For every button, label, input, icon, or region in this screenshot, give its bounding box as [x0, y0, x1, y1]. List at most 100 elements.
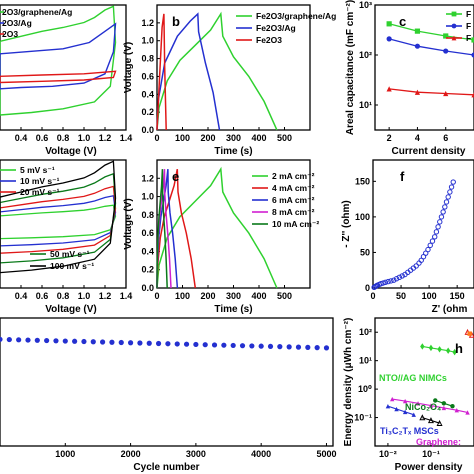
- x-tick-label-d: 0.4: [15, 291, 28, 301]
- nyquist-point-f: [385, 278, 391, 285]
- x-tick-label-f: 150: [450, 291, 465, 301]
- legend-entry-a: 2O3/Ag: [2, 18, 32, 28]
- ragone-point-h: [450, 403, 455, 409]
- x-axis-label-g: Cycle number: [133, 462, 199, 473]
- capacitance-point-c: [443, 90, 449, 97]
- cycle-point-g: [100, 339, 106, 345]
- y-tick-label-c: 10¹: [359, 100, 372, 110]
- y-axis-label-e: Voltage (V): [123, 198, 134, 249]
- x-tick-label-b: 200: [200, 133, 215, 143]
- legend-entry-b: Fe2O3/Ag: [256, 23, 296, 33]
- cycle-point-g: [127, 340, 134, 346]
- legend-entry-c: F: [466, 21, 471, 31]
- x-tick-label-h: 10⁻¹: [422, 449, 440, 459]
- nyquist-point-f: [396, 274, 403, 281]
- gcd-curve-b: [156, 13, 167, 131]
- nyquist-point-f: [447, 189, 453, 195]
- cycle-point-g: [109, 339, 115, 345]
- x-tick-label-e: 200: [200, 291, 215, 301]
- nyquist-point-f: [438, 214, 445, 220]
- y-tick-label-e: 0.8: [141, 210, 154, 220]
- capacitance-point-c: [471, 92, 474, 98]
- panel-f: 0 50 100 150 0 50 100 150 Z' (ohm - Z'' (ohm) f: [341, 159, 474, 315]
- panel-label-f: f: [400, 169, 405, 184]
- x-axis-label-c: Current density: [392, 146, 466, 157]
- y-tick-label-e: 0.0: [141, 283, 154, 293]
- panel-label-c: c: [399, 14, 406, 29]
- cycle-point-g: [44, 337, 50, 344]
- capacitance-line-c: [389, 88, 474, 96]
- x-axis-label-b: Time (s): [214, 146, 252, 157]
- x-tick-label-c: 4: [415, 133, 420, 143]
- cv-curve-a: [0, 22, 117, 90]
- y-tick-label-c: 10²: [359, 50, 372, 60]
- legend-entry-e: 6 mA cm⁻²: [272, 195, 315, 205]
- ragone-point-h: [415, 401, 421, 406]
- y-tick-label-e: 1.2: [141, 173, 154, 183]
- x-tick-label-b: 300: [226, 133, 241, 143]
- legend-entry-d: 100 mV s⁻¹: [50, 261, 94, 271]
- nyquist-point-f: [388, 278, 394, 284]
- cycle-point-g: [53, 338, 59, 344]
- x-tick-label-e: 300: [226, 291, 241, 301]
- y-tick-label-e: 1.0: [141, 192, 154, 202]
- cycle-point-g: [249, 343, 255, 349]
- cycle-point-g: [146, 340, 152, 346]
- cv-curve-d: [0, 172, 117, 264]
- x-tick-label-g: 5000: [316, 449, 336, 459]
- cycle-point-g: [221, 342, 227, 348]
- capacitance-point-c: [386, 21, 392, 27]
- nyquist-point-f: [382, 279, 389, 286]
- panel-e: 0 100 200 300 400 500 0.0 0.2 0.4 0.6 0.8 1.0 1.2 Tim…: [123, 159, 319, 315]
- x-tick-label-f: 100: [422, 291, 437, 301]
- ragone-point-h: [411, 412, 416, 417]
- ragone-point-h: [433, 398, 438, 403]
- cycle-point-g: [277, 344, 283, 350]
- axes-frame-g: [0, 317, 334, 447]
- nyquist-point-f: [427, 242, 433, 249]
- y-tick-label-e: 0.6: [141, 228, 154, 238]
- nyquist-point-f: [391, 277, 397, 283]
- x-tick-label-h: 10⁻²: [379, 449, 397, 459]
- legend-entry-c-marker: [451, 11, 457, 17]
- legend-entry-d: 50 mV s⁻¹: [50, 249, 90, 259]
- cycle-point-g: [165, 341, 171, 347]
- annotation-h: Graphene:: [416, 437, 461, 447]
- legend-entry-e: 10 mA cm⁻²: [272, 219, 319, 229]
- panel-label-h: h: [455, 341, 463, 356]
- x-tick-label-g: 1000: [55, 449, 75, 459]
- y-tick-label-b: 0.2: [141, 107, 154, 117]
- ragone-point-h: [452, 348, 457, 356]
- ragone-point-h: [441, 401, 447, 406]
- annotation-h: NiCo₂O₄: [405, 402, 441, 412]
- x-tick-label-d: 1.4: [120, 291, 133, 301]
- capacitance-point-c: [414, 43, 421, 49]
- cv-curve-d: [0, 195, 117, 247]
- y-tick-label-e: 0.2: [141, 265, 154, 275]
- x-tick-label-a: 0.8: [57, 133, 70, 143]
- x-tick-label-a: 0.4: [15, 133, 28, 143]
- legend-entry-e: 8 mA cm⁻²: [272, 207, 315, 217]
- legend-entry-b: Fe2O3/graphene/Ag: [256, 11, 336, 21]
- nyquist-point-f: [432, 234, 438, 240]
- ragone-point-h: [445, 347, 451, 354]
- nyquist-point-f: [425, 246, 431, 253]
- x-tick-label-b: 100: [175, 133, 190, 143]
- cycle-point-g: [16, 337, 22, 343]
- cycle-point-g: [6, 336, 12, 343]
- ragone-point-h: [467, 331, 472, 336]
- y-tick-label-h: 10⁰: [358, 384, 372, 394]
- ragone-point-h: [437, 346, 442, 353]
- nyquist-point-f: [393, 276, 400, 282]
- capacitance-point-c: [471, 52, 474, 58]
- nyquist-point-f: [399, 273, 405, 279]
- cycle-point-g: [267, 343, 274, 350]
- gcd-curve-e: [156, 169, 168, 289]
- legend-entry-a: 2O3/graphene/Ag: [2, 7, 72, 17]
- y-tick-label-h: 10⁻¹: [354, 413, 372, 423]
- panel-g: 1000 2000 3000 4000 5000 Cycle number: [0, 317, 336, 473]
- x-tick-label-e: 100: [175, 291, 190, 301]
- cycle-point-g: [155, 340, 162, 347]
- x-axis-label-h: Power density: [395, 462, 463, 473]
